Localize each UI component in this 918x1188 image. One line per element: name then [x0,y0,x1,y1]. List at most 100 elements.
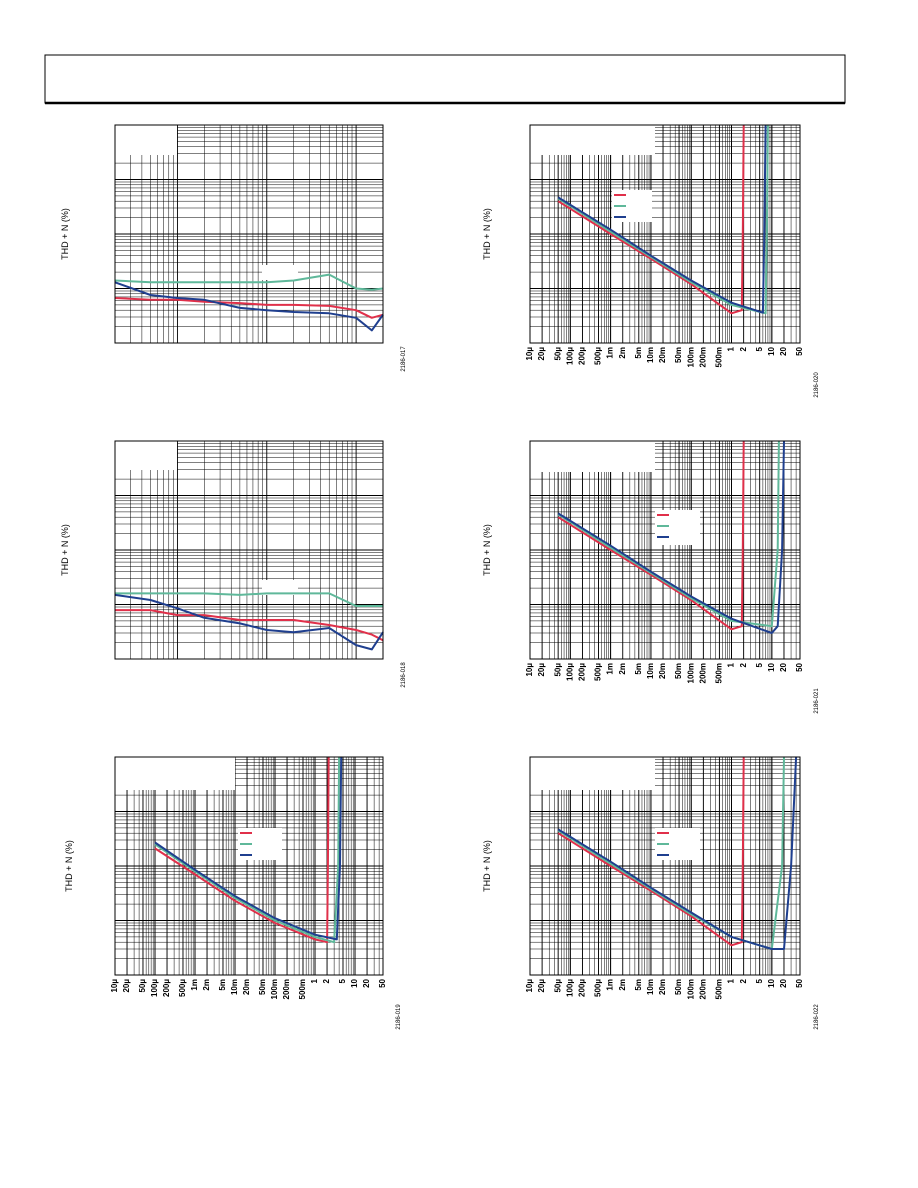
figure-code: 2186-019 [396,1004,402,1030]
series-line [557,756,798,950]
x-tick-label: 200m [698,663,707,683]
y-axis-label: THD + N (%) [482,840,492,892]
x-tick-label: 2 [739,978,748,983]
chart: 10µ 20µ 50µ 100µ 200µ 500µ 1m 2m 5m 10m 20m 50m 100m… [482,756,820,1030]
x-tick-label: 10m [230,979,239,995]
x-tick-label: 50 [795,662,804,671]
x-tick-label: 1 [727,662,736,667]
annotation-box [115,757,235,790]
y-axis-label: THD + N (%) [482,208,492,260]
x-tick-label: 20µ [122,979,131,993]
x-tick-label: 50 [795,346,804,355]
x-tick-label: 2 [322,978,331,983]
series-line [154,756,341,944]
annotation-box [262,580,298,595]
figure-code: 2186-022 [814,1004,820,1030]
x-tick-label: 10m [646,663,655,679]
x-tick-label: 200µ [578,663,587,681]
x-tick-label: 5m [634,979,643,991]
x-tick-label: 20 [779,978,788,987]
series-line [115,609,384,642]
x-tick-label: 500µ [594,663,603,681]
chart: THD + N (%) 2186-017 [60,124,407,372]
x-tick-label: 50µ [138,979,147,993]
series-line [557,440,780,628]
series-line [557,124,769,315]
x-tick-label: 2m [202,979,211,991]
x-tick-label: 500µ [594,979,603,997]
x-tick-label: 2m [618,347,627,359]
x-tick-label: 5 [755,978,764,983]
plot-border [114,440,384,660]
x-tick-label: 10µ [525,663,534,677]
plot-border [114,124,384,344]
x-tick-label: 10 [767,346,776,355]
x-tick-label: 200µ [578,979,587,997]
x-tick-label: 5m [634,347,643,359]
chart: 10µ 20µ 50µ 100µ 200µ 500µ 1m 2m 5m 10m 20m 50m 100m… [482,124,820,398]
x-tick-label: 20 [779,662,788,671]
x-tick-label: 10 [767,978,776,987]
series-line [114,297,384,319]
x-tick-label: 50m [674,663,683,679]
x-tick-label: 100m [686,979,695,999]
x-tick-label: 500m [714,663,723,683]
annotation-box [530,441,655,472]
x-tick-label: 200m [282,979,291,999]
plot-border [529,440,801,660]
x-tick-label: 50m [258,979,267,995]
chart: THD + N (%) 2186-018 [60,440,407,688]
x-tick-label: 500µ [178,979,187,997]
x-tick-label: 500µ [594,347,603,365]
x-tick-label: 50m [674,979,683,995]
x-tick-label: 50 [795,978,804,987]
series-line [557,124,745,315]
x-tick-label: 100m [686,663,695,683]
x-tick-label: 20 [362,978,371,987]
x-tick-label: 1m [606,663,615,675]
x-tick-label: 2 [739,346,748,351]
x-tick-label: 10 [350,978,359,987]
y-axis-label: THD + N (%) [60,524,70,576]
x-tick-label: 2 [739,662,748,667]
x-tick-label: 20m [658,347,667,363]
series-line [114,281,384,332]
annotation-box [115,441,177,470]
series-line [115,592,383,607]
x-tick-label: 20 [779,346,788,355]
x-tick-label: 50 [378,978,387,987]
header-box [44,54,846,104]
y-axis-label: THD + N (%) [482,524,492,576]
x-tick-label: 5m [218,979,227,991]
x-tick-label: 10m [646,979,655,995]
x-tick-label: 5 [338,978,347,983]
x-tick-label: 1 [727,978,736,983]
x-tick-label: 20µ [537,979,546,993]
x-tick-label: 1 [727,346,736,351]
plot-border [529,124,801,344]
x-tick-label: 200m [698,347,707,367]
x-tick-label: 50µ [553,663,562,677]
x-tick-label: 500m [714,979,723,999]
series-line [557,124,767,314]
x-tick-label: 50µ [553,979,562,993]
figure-code: 2186-017 [401,346,407,372]
y-axis-label: THD + N (%) [64,840,74,892]
series-line [154,756,343,941]
x-tick-label: 20m [658,979,667,995]
series-line [557,440,745,631]
series-line [557,440,785,634]
figure-code: 2186-018 [401,662,407,688]
x-tick-label: 10µ [110,979,119,993]
x-tick-label: 5 [755,662,764,667]
series-line [114,593,384,651]
annotation-box [530,125,655,155]
x-tick-label: 100µ [565,979,574,997]
x-tick-label: 2m [618,663,627,675]
x-tick-label: 1m [606,347,615,359]
figure-code: 2186-021 [814,688,820,714]
x-tick-label: 500m [298,979,307,999]
series-line [557,756,745,947]
